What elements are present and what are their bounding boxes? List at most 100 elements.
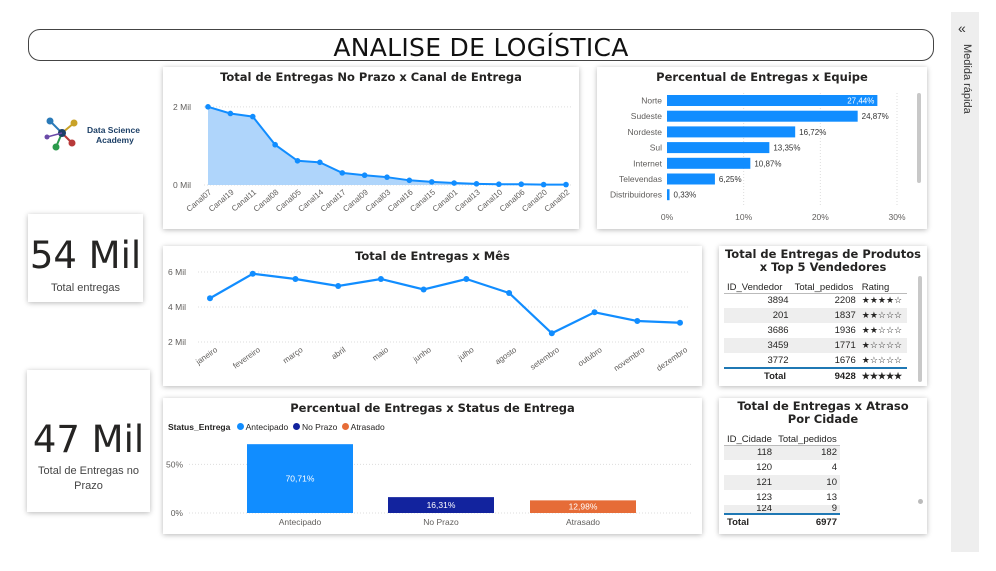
cell-total: 1771 [791, 338, 859, 353]
column-header[interactable]: Total_pedidos [794, 281, 854, 293]
x-tick-label: 20% [812, 212, 829, 222]
legend-item[interactable]: No Prazo [301, 422, 338, 432]
column-header[interactable]: ID_Vendedor [727, 281, 783, 293]
cell-id: 124 [724, 505, 776, 514]
cell-id: 123 [756, 492, 773, 503]
x-tick-label: No Prazo [423, 517, 459, 527]
chart-title: Total de Entregas x Mês [355, 249, 510, 263]
data-label: 27,44% [847, 97, 874, 106]
legend-dot-antecipado [236, 423, 244, 430]
table-row[interactable]: 3772 1676 ★☆☆☆☆ [724, 353, 907, 368]
data-point [205, 104, 211, 110]
data-point [406, 177, 413, 184]
column-header[interactable]: ID_Cidade [727, 433, 772, 445]
x-tick-label: janeiro [193, 345, 219, 367]
scroll-dot[interactable] [918, 499, 923, 504]
data-label: 16,31% [427, 500, 456, 510]
chart-title: Percentual de Entregas x Status de Entre… [290, 401, 575, 415]
cell-rating: ★★☆☆☆ [861, 325, 903, 335]
table-row[interactable]: 3894 2208 ★★★★☆ [724, 293, 907, 308]
legend-item[interactable]: Antecipado [245, 422, 289, 432]
bar [388, 497, 494, 513]
data-point [227, 110, 234, 117]
legend: Status_Entrega Antecipado No Prazo Atras… [168, 422, 385, 432]
x-tick-label: julho [456, 345, 476, 363]
cell-total: 13 [826, 492, 837, 503]
data-point [339, 170, 346, 176]
x-tick-label: agosto [493, 345, 518, 366]
chart-card-mes[interactable]: Total de Entregas x Mês 2 Mil 4 Mil 6 Mil j… [163, 246, 702, 386]
y-tick-label: 2 Mil [173, 102, 191, 112]
column-header[interactable]: Rating [861, 281, 890, 293]
chevron-double-left-icon[interactable]: « [958, 20, 966, 36]
cell-total: 2208 [834, 295, 856, 307]
data-point [563, 181, 569, 188]
legend-dot-atrasado [341, 423, 349, 430]
data-label: 0,33% [674, 191, 697, 200]
bar [667, 126, 796, 138]
total-value: 9428 [791, 367, 859, 383]
legend-dot-no-prazo [292, 423, 300, 430]
table-row[interactable]: 118 182 [724, 445, 840, 460]
x-tick-label: Antecipado [279, 517, 322, 527]
table-row[interactable]: 3686 1936 ★★☆☆☆ [724, 323, 907, 338]
data-point [377, 276, 384, 282]
scrollbar[interactable] [918, 276, 922, 382]
data-point [384, 174, 390, 180]
logo-text-2: Academy [96, 135, 134, 145]
total-rating: ★★★★★ [858, 367, 907, 383]
cell-id: 3459 [724, 338, 792, 353]
table-row[interactable]: 3459 1771 ★☆☆☆☆ [724, 338, 907, 353]
quick-measure-panel[interactable] [951, 12, 979, 552]
table-card-vendedores[interactable]: Total de Entregas de Produtos x Top 5 Ve… [719, 246, 927, 386]
logo: Data Science Academy [40, 108, 148, 158]
chart-card-equipe[interactable]: Percentual de Entregas x Equipe 0% 10% 20%… [597, 67, 927, 229]
column-header[interactable]: Total_pedidos [778, 433, 837, 445]
table-row[interactable]: 120 4 [724, 460, 840, 475]
scrollbar[interactable] [917, 93, 921, 183]
cell-rating: ★☆☆☆☆ [861, 354, 903, 365]
total-label: Total [724, 367, 792, 383]
column-chart: 0% 50% 70,71% Antecipado 16,31% No Prazo 12,98… [166, 444, 693, 527]
data-label: 16,72% [799, 128, 826, 137]
y-tick-label: Sul [650, 143, 662, 153]
data-label: 6,25% [719, 175, 742, 184]
bar [667, 110, 858, 122]
data-point [317, 159, 323, 166]
data-label: 24,87% [862, 112, 889, 121]
x-tick-label: 30% [888, 212, 905, 222]
table-row[interactable]: 123 13 [724, 490, 840, 505]
bar [247, 444, 353, 513]
legend-item[interactable]: Atrasado [350, 422, 385, 432]
data-point [292, 276, 299, 282]
cell-rating: ★☆☆☆☆ [858, 338, 907, 353]
bar [667, 157, 751, 169]
line-chart: 2 Mil 4 Mil 6 Mil janeiro fevereiro março abri… [168, 267, 690, 373]
data-point [591, 309, 598, 316]
table-row[interactable]: 121 10 [724, 475, 840, 490]
cell-id: 120 [756, 462, 773, 473]
data-point [294, 157, 301, 164]
cell-rating: ★★☆☆☆ [858, 308, 907, 323]
chart-card-canal[interactable]: Total de Entregas No Prazo x Canal de En… [163, 67, 579, 229]
kpi-card-total-entregas: 54 Mil Total entregas [28, 214, 143, 302]
x-tick-label: novembro [612, 345, 647, 373]
x-tick-label: março [281, 345, 305, 365]
cell-rating: ★★★★☆ [861, 295, 903, 306]
y-tick-label: Internet [633, 158, 662, 168]
cell-id: 201 [724, 308, 792, 323]
chart-card-status[interactable]: Percentual de Entregas x Status de Entre… [163, 398, 702, 534]
table-row[interactable]: 124 9 [724, 504, 840, 514]
table-row[interactable]: 201 1837 ★★☆☆☆ [724, 308, 907, 323]
table-card-cidades[interactable]: Total de Entregas x Atraso Por Cidade ID… [719, 398, 927, 534]
chart-title: Percentual de Entregas x Equipe [656, 70, 868, 84]
table-total-row: Total 6977 [724, 513, 840, 529]
x-tick-label: 0% [661, 212, 674, 222]
table-total-row: Total 9428 ★★★★★ [724, 367, 907, 383]
data-point [496, 181, 502, 188]
kpi-value: 47 Mil [32, 418, 145, 461]
cell-total: 4 [831, 462, 837, 473]
y-tick-label: 0% [171, 508, 184, 518]
table-title: Total de Entregas x Atraso Por Cidade [737, 399, 909, 426]
